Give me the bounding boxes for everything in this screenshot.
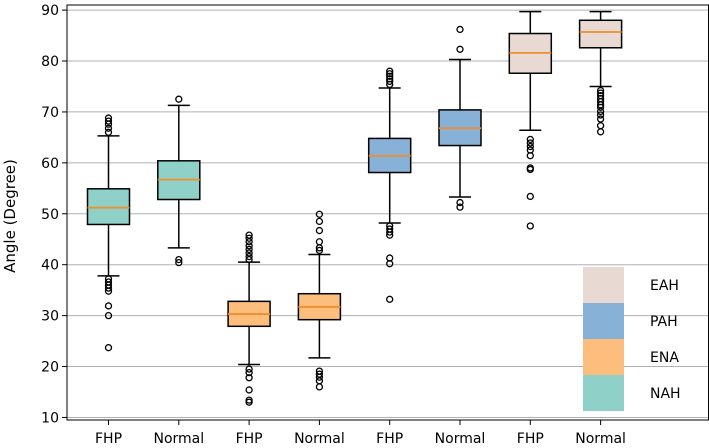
legend-label-nah: NAH: [650, 386, 681, 402]
box-6-pah-normal: [438, 25, 482, 211]
outlier-point: [245, 365, 253, 373]
outlier-point: [104, 302, 113, 310]
y-axis-title: Angle (Degree): [1, 159, 19, 273]
x-tick-label-6: Normal: [435, 431, 486, 447]
x-tick-label-7: FHP: [517, 431, 544, 447]
outlier-point: [245, 238, 253, 246]
y-tick-label-40: 40: [41, 258, 59, 274]
box-5-pah-fhp: [367, 67, 412, 303]
outlier-point: [596, 103, 605, 111]
outlier-point: [596, 122, 605, 130]
y-tick-label-90: 90: [41, 3, 59, 19]
outlier-point: [526, 192, 534, 201]
legend-swatch-pah: [583, 303, 624, 339]
outlier-point: [386, 260, 394, 268]
outlier-point: [315, 244, 324, 252]
outlier-point: [526, 139, 534, 147]
outlier-point: [104, 311, 113, 320]
outlier-point: [386, 67, 394, 75]
outlier-point: [456, 25, 464, 34]
box-7-eah-fhp: [508, 10, 553, 230]
legend-swatch-nah: [583, 375, 624, 411]
legend-label-ena: ENA: [650, 350, 679, 366]
box-1-nah-fhp: [86, 114, 131, 352]
x-tick-label-2: Normal: [153, 431, 204, 447]
outlier-point: [245, 398, 253, 406]
outlier-point: [245, 255, 253, 264]
box-2-nah-normal: [157, 95, 201, 267]
boxes-layer: [86, 10, 623, 406]
legend: EAH PAH ENA NAH: [583, 267, 681, 411]
outlier-point: [526, 222, 534, 230]
outlier-point: [104, 287, 113, 295]
outlier-point: [245, 234, 253, 242]
outlier-point: [526, 152, 534, 160]
outlier-point: [596, 115, 605, 123]
outlier-point: [526, 135, 534, 144]
outlier-point: [456, 203, 464, 211]
outlier-point: [245, 242, 253, 250]
outlier-point: [245, 368, 253, 377]
y-tick-label-20: 20: [41, 360, 59, 376]
y-tick-label-70: 70: [41, 105, 59, 121]
outlier-point: [526, 165, 534, 174]
outlier-point: [245, 245, 253, 254]
x-tick-label-1: FHP: [95, 431, 122, 447]
outlier-point: [315, 226, 324, 235]
x-axis-ticks: FHP Normal FHP Normal FHP Normal FHP Normal: [95, 420, 626, 447]
outlier-point: [104, 344, 113, 352]
outlier-point: [245, 386, 253, 394]
outlier-point: [175, 255, 183, 264]
outlier-point: [596, 107, 605, 116]
iqr-box: [578, 19, 623, 49]
outlier-point: [315, 210, 324, 218]
box-4-ena-normal: [297, 210, 342, 391]
outlier-point: [596, 128, 605, 136]
outlier-point: [315, 383, 324, 391]
outlier-point: [104, 128, 113, 136]
outlier-point: [386, 77, 394, 86]
outlier-point: [386, 228, 394, 236]
outlier-point: [596, 86, 605, 95]
outlier-point: [315, 238, 324, 246]
outlier-point: [315, 217, 324, 226]
box-3-ena-fhp: [227, 231, 271, 406]
outlier-point: [315, 246, 324, 255]
legend-swatch-ena: [583, 339, 624, 375]
outlier-point: [104, 117, 113, 125]
y-axis-ticks: 10 20 30 40 50 60 70 80 90: [41, 3, 67, 426]
y-tick-label-60: 60: [41, 156, 59, 172]
outlier-point: [386, 80, 394, 89]
x-tick-label-4: Normal: [294, 431, 345, 447]
box-8-eah-normal: [578, 10, 623, 136]
y-tick-label-30: 30: [41, 309, 59, 325]
outlier-point: [245, 374, 253, 382]
outlier-point: [175, 95, 183, 103]
legend-label-eah: EAH: [650, 278, 679, 294]
y-tick-label-50: 50: [41, 207, 59, 223]
y-tick-label-10: 10: [41, 410, 59, 426]
legend-label-pah: PAH: [650, 314, 678, 330]
outlier-point: [386, 295, 394, 303]
outlier-point: [104, 124, 113, 132]
outlier-point: [386, 70, 394, 78]
outlier-point: [104, 284, 113, 292]
iqr-box: [86, 188, 131, 226]
legend-swatch-eah: [583, 267, 624, 303]
outlier-point: [245, 252, 253, 261]
outlier-point: [315, 373, 324, 381]
outlier-point: [456, 45, 464, 53]
outlier-point: [175, 259, 183, 267]
outlier-point: [526, 142, 534, 151]
outlier-point: [104, 120, 113, 128]
x-tick-label-8: Normal: [575, 431, 626, 447]
outlier-point: [386, 231, 394, 239]
outlier-point: [456, 198, 464, 207]
y-tick-label-80: 80: [41, 54, 59, 70]
outlier-point: [596, 111, 605, 119]
outlier-point: [386, 72, 394, 80]
x-tick-label-3: FHP: [236, 431, 263, 447]
x-tick-label-5: FHP: [376, 431, 403, 447]
